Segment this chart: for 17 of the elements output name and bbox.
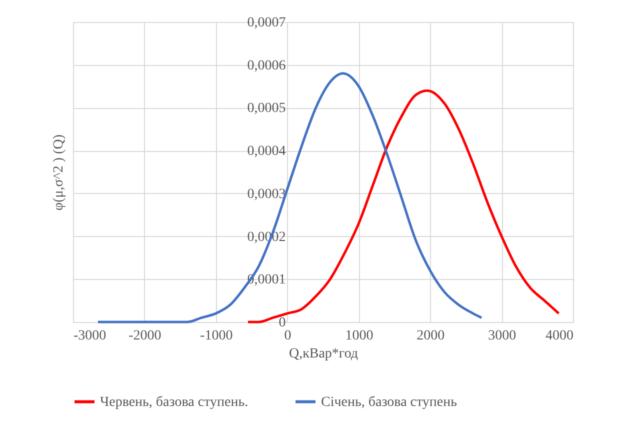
- x-tick-label: 3000: [488, 328, 516, 344]
- legend-label: Січень, базова ступень: [321, 394, 458, 410]
- y-tick-label: 0,0007: [247, 16, 286, 30]
- y-tick-label: 0,0004: [247, 144, 286, 160]
- x-axis-title: Q,кВар*год: [288, 346, 358, 362]
- x-tick-label: 1000: [345, 328, 374, 344]
- y-tick-label: 0: [278, 316, 286, 330]
- x-tick-label: 4000: [546, 328, 574, 344]
- y-axis-title: φ(μ,σ^2 ) (Q): [52, 134, 66, 210]
- y-tick-label: 0,0006: [247, 58, 286, 74]
- x-tick-label: 2000: [416, 328, 445, 344]
- legend-label: Червень, базова ступень.: [100, 394, 248, 410]
- x-tick-label: -2000: [128, 328, 162, 344]
- y-tick-label: 0,0005: [247, 101, 286, 116]
- x-tick-label: -3000: [74, 328, 106, 344]
- x-tick-label: -1000: [200, 328, 233, 344]
- y-tick-label: 0,0003: [247, 186, 286, 202]
